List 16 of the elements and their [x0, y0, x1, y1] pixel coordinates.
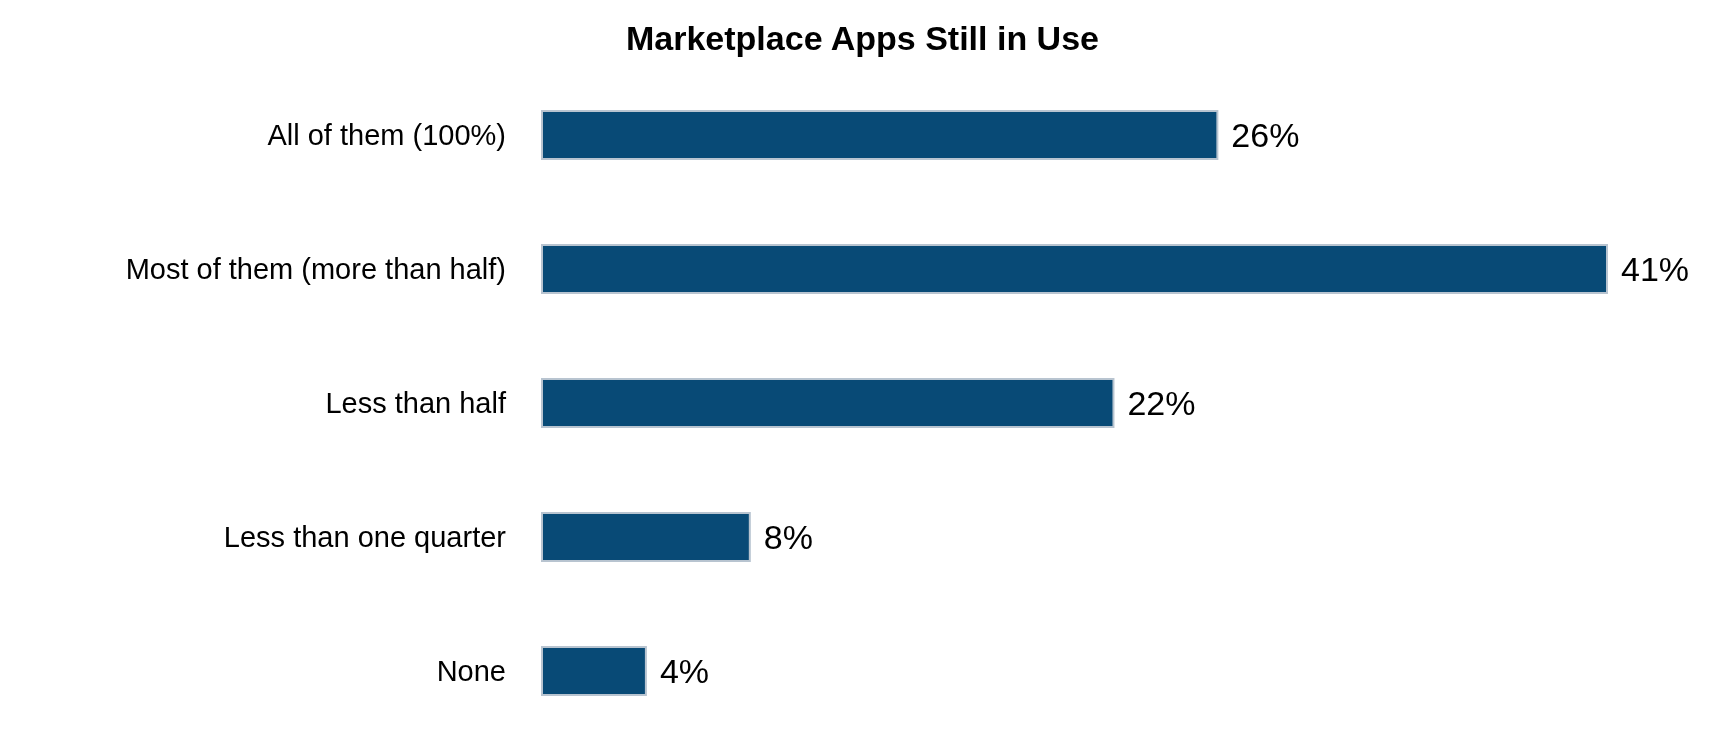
- data-label: 22%: [1127, 383, 1196, 422]
- data-label: 4%: [659, 651, 710, 690]
- bar: [541, 109, 1219, 160]
- y-tick-label: Most of them (more than half): [125, 253, 506, 286]
- bar: [541, 243, 1608, 294]
- data-label: 8%: [763, 517, 813, 556]
- data-label: 41%: [1621, 249, 1690, 288]
- chart-title: Marketplace Apps Still in Use: [625, 18, 1100, 59]
- bar: [541, 645, 647, 696]
- y-tick-label: All of them (100%): [267, 119, 506, 152]
- y-tick-label: Less than half: [325, 387, 507, 420]
- bar: [541, 377, 1115, 428]
- data-label: 26%: [1231, 115, 1300, 154]
- bar: [541, 511, 751, 562]
- y-tick-label: Less than one quarter: [223, 521, 507, 554]
- y-tick-label: None: [436, 655, 506, 688]
